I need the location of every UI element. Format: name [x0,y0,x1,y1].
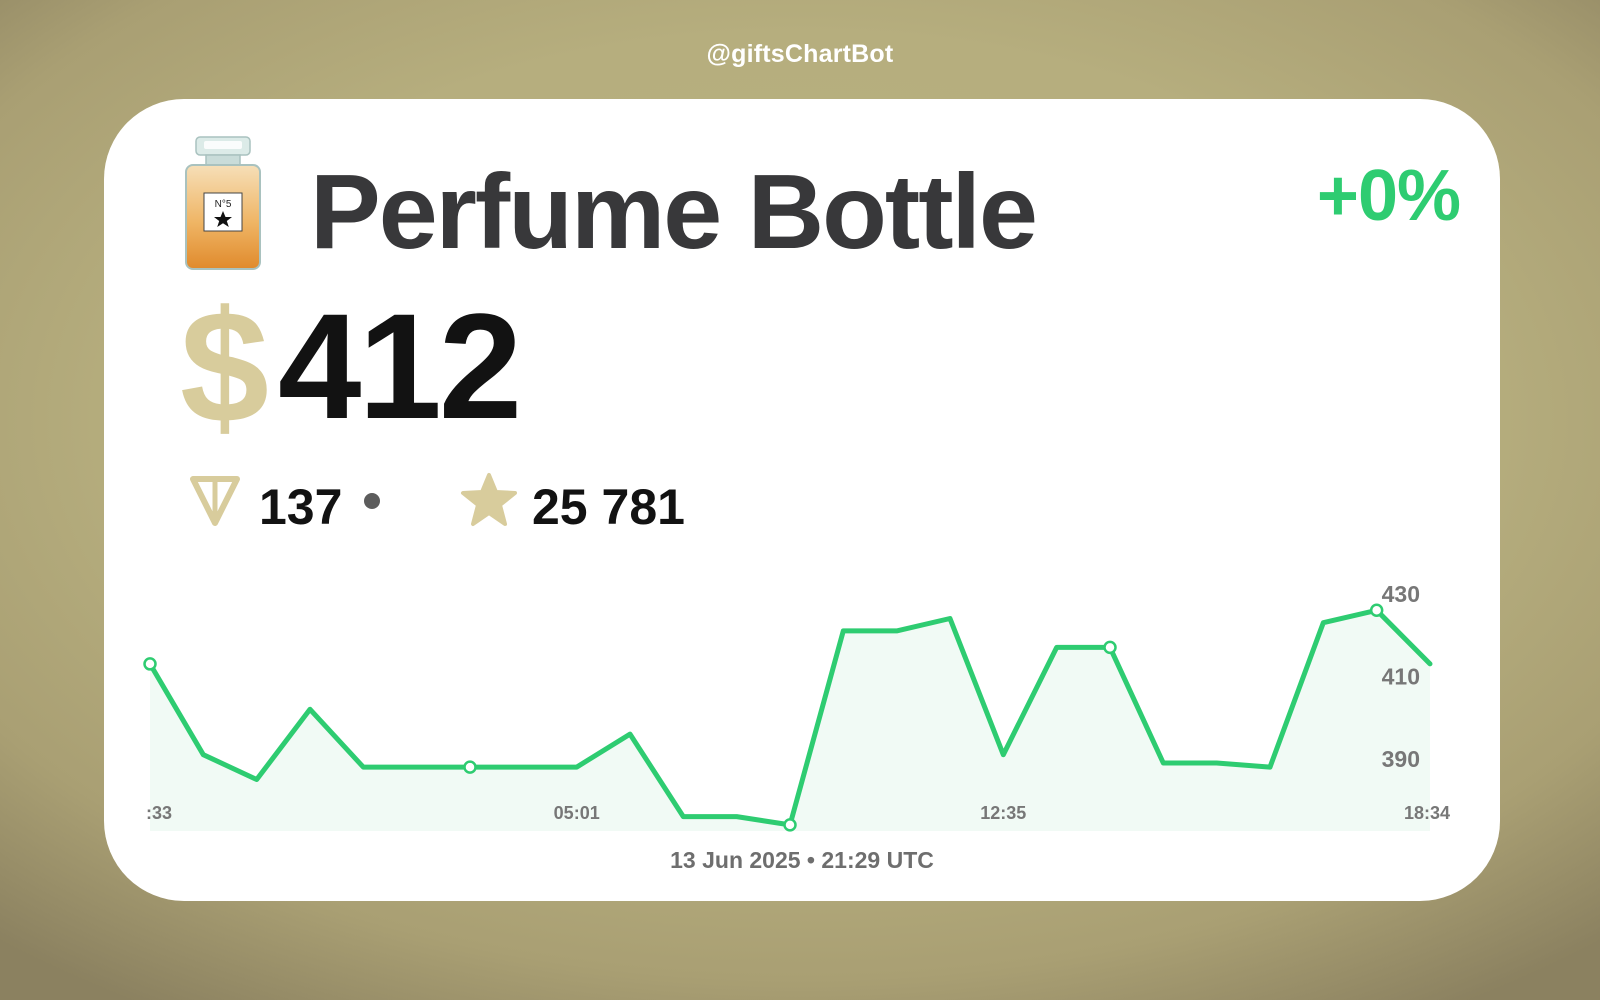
gift-name: Perfume Bottle [310,153,1038,271]
chart-point [143,657,157,671]
price-chart: 430 410 390 :33 05:01 12:35 18:34 [143,581,1450,832]
svg-text:N°5: N°5 [215,199,232,210]
chart-area-fill [150,610,1430,831]
y-tick-label: 390 [1382,746,1420,772]
timestamp: 13 Jun 2025 • 21:29 UTC [670,847,934,873]
gift-card: N°5 Perfume Bottle +0% $ 412 137 25 781 … [104,99,1500,901]
price-change: +0% [1316,156,1461,236]
ton-icon [190,476,240,526]
stars-price: 25 781 [532,479,685,535]
chart-point [1103,640,1117,655]
bot-handle: @giftsChartBot [706,40,894,68]
x-tick-label: 05:01 [554,803,600,823]
usd-price: 412 [278,282,522,450]
x-tick-label: 18:34 [1404,803,1450,823]
ton-price: 137 [259,479,343,535]
y-tick-label: 410 [1382,663,1420,689]
x-tick-label: :33 [146,803,172,823]
chart-point [1369,603,1384,618]
dollar-icon: $ [180,277,269,456]
perfume-bottle-icon: N°5 [185,136,261,270]
chart-point [463,760,477,774]
x-tick-label: 12:35 [980,803,1026,823]
star-icon [461,473,517,526]
live-dot-icon [364,493,380,509]
chart-point [783,818,797,832]
y-tick-label: 430 [1382,581,1420,607]
